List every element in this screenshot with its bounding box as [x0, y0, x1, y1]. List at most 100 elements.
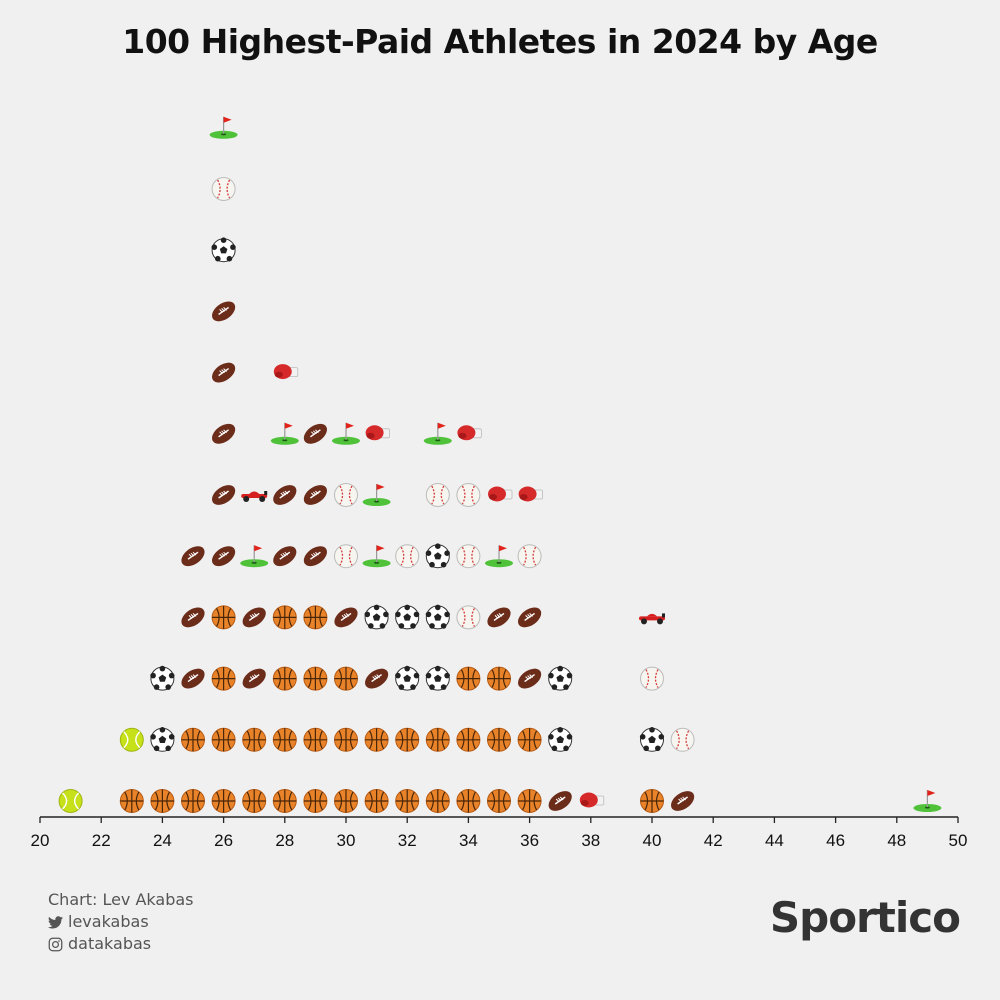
credit-twitter-row: levakabas: [48, 911, 194, 933]
football-icon: [242, 607, 266, 628]
boxing-icon: [579, 792, 605, 808]
basketball-icon: [181, 727, 205, 752]
basketball-icon: [517, 727, 542, 752]
athlete-icons: [58, 116, 942, 813]
basketball-icon: [303, 666, 328, 691]
chart-credits: Chart: Lev Akabas levakabas datakabas: [48, 889, 194, 955]
football-icon: [212, 362, 236, 383]
soccer-icon: [211, 237, 236, 263]
golf-icon: [362, 484, 391, 506]
football-icon: [181, 668, 205, 689]
boxing-icon: [365, 425, 391, 441]
soccer-icon: [425, 604, 450, 630]
baseball-icon: [334, 483, 358, 507]
football-icon: [273, 546, 297, 567]
football-icon: [303, 423, 327, 444]
football-icon: [212, 423, 236, 444]
basketball-icon: [211, 789, 236, 813]
tennis-icon: [119, 727, 144, 752]
credit-author: Chart: Lev Akabas: [48, 890, 194, 909]
x-tick-label: 32: [398, 831, 417, 850]
basketball-icon: [150, 789, 175, 813]
x-tick-label: 40: [643, 831, 662, 850]
basketball-icon: [303, 605, 328, 630]
x-tick-label: 36: [520, 831, 539, 850]
basketball-icon: [211, 727, 236, 752]
baseball-icon: [425, 483, 450, 507]
basketball-icon: [272, 666, 297, 691]
football-icon: [303, 546, 327, 567]
credit-author-row: Chart: Lev Akabas: [48, 889, 194, 911]
baseball-icon: [456, 544, 481, 569]
golf-icon: [332, 422, 360, 445]
football-icon: [181, 546, 205, 567]
basketball-icon: [487, 789, 511, 813]
x-tick-label: 22: [92, 831, 111, 850]
soccer-icon: [425, 543, 450, 569]
golf-icon: [423, 422, 452, 445]
x-tick-label: 28: [275, 831, 294, 850]
football-icon: [487, 607, 511, 628]
athletes-age-chart: 20 22 24 26 28 30 32 34 36 38 40 42 44 46 48 50: [31, 116, 968, 850]
basketball-icon: [334, 727, 358, 752]
golf-icon: [362, 545, 391, 568]
soccer-icon: [364, 604, 389, 630]
boxing-icon: [488, 486, 513, 502]
football-icon: [334, 607, 358, 628]
instagram-icon: [48, 937, 63, 951]
football-icon: [212, 301, 236, 322]
basketball-icon: [364, 789, 389, 813]
tennis-icon: [58, 789, 83, 813]
golf-icon: [240, 545, 269, 568]
basketball-icon: [303, 727, 328, 752]
x-tick-label: 50: [949, 831, 968, 850]
basketball-icon: [303, 789, 328, 813]
basketball-icon: [272, 605, 297, 630]
basketball-icon: [425, 789, 450, 813]
basketball-icon: [517, 789, 542, 813]
football-icon: [518, 607, 542, 628]
basketball-icon: [487, 727, 511, 752]
baseball-icon: [670, 727, 695, 752]
basketball-icon: [364, 727, 389, 752]
basketball-icon: [242, 789, 267, 813]
boxing-icon: [273, 364, 299, 380]
golf-icon: [270, 422, 299, 445]
football-icon: [273, 485, 297, 505]
x-tick-label: 48: [887, 831, 906, 850]
football-icon: [212, 546, 236, 567]
baseball-icon: [640, 666, 664, 691]
chart-title: 100 Highest-Paid Athletes in 2024 by Age: [122, 22, 878, 61]
x-tick-label: 20: [31, 831, 50, 850]
baseball-icon: [334, 544, 358, 569]
basketball-icon: [456, 789, 481, 813]
soccer-icon: [150, 727, 175, 752]
soccer-icon: [639, 727, 665, 752]
golf-icon: [209, 116, 238, 139]
soccer-icon: [395, 665, 420, 691]
basketball-icon: [425, 727, 450, 752]
x-tick-label: 26: [214, 831, 233, 850]
soccer-icon: [548, 727, 573, 752]
credit-instagram: datakabas: [68, 934, 152, 953]
football-icon: [181, 607, 205, 628]
credit-twitter: levakabas: [68, 912, 149, 931]
soccer-icon: [425, 665, 450, 691]
basketball-icon: [395, 727, 420, 752]
basketball-icon: [487, 666, 511, 691]
x-tick-label: 30: [337, 831, 356, 850]
basketball-icon: [640, 789, 664, 813]
baseball-icon: [211, 177, 236, 201]
soccer-icon: [150, 665, 175, 691]
f1-icon: [639, 613, 665, 625]
baseball-icon: [395, 544, 420, 569]
basketball-icon: [334, 666, 358, 691]
x-tick-label: 34: [459, 831, 478, 850]
x-tick-label: 24: [153, 831, 172, 850]
f1-icon: [241, 491, 268, 502]
basketball-icon: [395, 789, 420, 813]
boxing-icon: [518, 486, 543, 502]
basketball-icon: [119, 789, 144, 813]
x-tick-label: 46: [826, 831, 845, 850]
x-tick-label: 42: [704, 831, 723, 850]
